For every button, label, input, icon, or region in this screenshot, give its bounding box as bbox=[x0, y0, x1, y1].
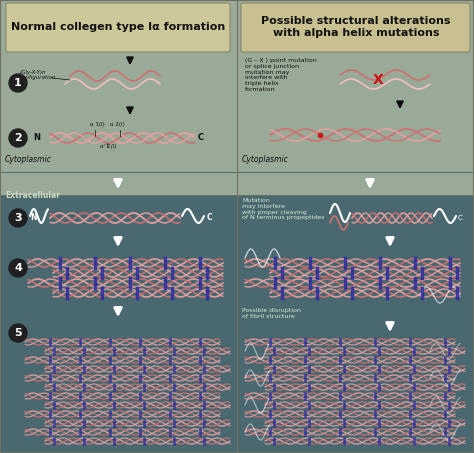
Circle shape bbox=[9, 129, 27, 147]
Text: Possible disruption
of fibril structure: Possible disruption of fibril structure bbox=[242, 308, 301, 319]
Text: Extracellular: Extracellular bbox=[5, 191, 60, 200]
Text: Cytoplasmic: Cytoplasmic bbox=[242, 155, 289, 164]
Text: 1: 1 bbox=[14, 78, 22, 88]
Text: α 1(I)   α 2(I): α 1(I) α 2(I) bbox=[90, 122, 125, 127]
Text: Cytoplasmic: Cytoplasmic bbox=[5, 155, 52, 164]
Text: N: N bbox=[33, 134, 40, 143]
Bar bbox=[0, 195, 237, 453]
Bar bbox=[237, 0, 474, 195]
Text: Normal collegen type Iα formation: Normal collegen type Iα formation bbox=[11, 23, 225, 33]
Text: C: C bbox=[458, 215, 463, 221]
Text: 2: 2 bbox=[14, 133, 22, 143]
Text: X: X bbox=[373, 73, 383, 87]
Text: (Gly-X-Y)n
configuration: (Gly-X-Y)n configuration bbox=[20, 70, 56, 80]
Bar bbox=[237, 195, 474, 453]
Circle shape bbox=[9, 209, 27, 227]
Text: N: N bbox=[30, 213, 36, 222]
Circle shape bbox=[9, 74, 27, 92]
Text: Mutation
may interfere
with proper cleaving
of N terminus propeptides: Mutation may interfere with proper cleav… bbox=[242, 198, 324, 221]
Text: Possible structural alterations
with alpha helix mutations: Possible structural alterations with alp… bbox=[261, 16, 451, 38]
Circle shape bbox=[9, 259, 27, 277]
FancyBboxPatch shape bbox=[6, 3, 230, 52]
Text: C: C bbox=[207, 213, 213, 222]
Text: (G – X ) point mutation
or splice junction
mutation may
interfere with
triple he: (G – X ) point mutation or splice juncti… bbox=[245, 58, 317, 92]
Circle shape bbox=[9, 324, 27, 342]
FancyBboxPatch shape bbox=[241, 3, 470, 52]
Bar bbox=[0, 0, 237, 195]
Text: 5: 5 bbox=[14, 328, 22, 338]
Text: 4: 4 bbox=[14, 263, 22, 273]
Text: C: C bbox=[198, 134, 204, 143]
Text: α’ 1(I): α’ 1(I) bbox=[100, 144, 117, 149]
Text: 3: 3 bbox=[14, 213, 22, 223]
